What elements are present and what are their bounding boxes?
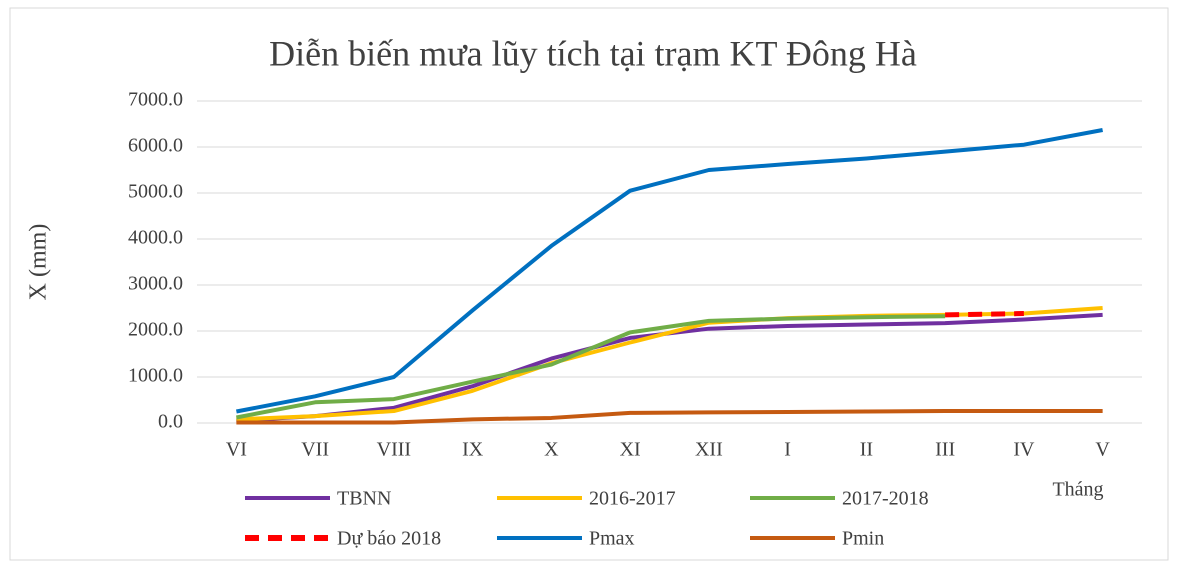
y-tick-label: 6000.0 (128, 135, 183, 157)
y-tick-label: 7000.0 (128, 89, 183, 111)
x-tick-label: VI (226, 439, 247, 461)
chart-border (9, 7, 1169, 561)
y-tick-label: 3000.0 (128, 273, 183, 295)
chart-title: Diễn biến mưa lũy tích tại trạm KT Đông … (269, 33, 917, 73)
x-tick-label: V (1095, 439, 1110, 461)
series-line (235, 128, 1103, 414)
legend-label: Pmin (842, 528, 884, 550)
y-tick-label: 4000.0 (128, 227, 183, 249)
x-tick-label: II (860, 439, 873, 461)
x-tick-label: VII (301, 439, 329, 461)
x-tick-label: I (784, 439, 791, 461)
y-tick-label: 0.0 (158, 411, 183, 433)
x-axis-label: Tháng (1052, 479, 1103, 501)
series-line (235, 314, 946, 420)
y-axis-label: X (mm) (26, 224, 52, 301)
x-tick-label: VIII (377, 439, 411, 461)
legend-label: 2017-2018 (842, 488, 929, 510)
y-tick-label: 1000.0 (128, 365, 183, 387)
legend-label: Dự báo 2018 (337, 528, 441, 550)
series-line (236, 409, 1103, 425)
legend-label: TBNN (337, 488, 391, 510)
y-tick-label: 2000.0 (128, 319, 183, 341)
legend-label: Pmax (589, 528, 635, 550)
x-tick-label: III (935, 439, 955, 461)
y-tick-label: 5000.0 (128, 181, 183, 203)
x-tick-label: X (544, 439, 559, 461)
legend-label: 2016-2017 (589, 488, 676, 510)
x-tick-label: XI (620, 439, 641, 461)
x-tick-label: IX (462, 439, 484, 461)
x-tick-label: IV (1013, 439, 1035, 461)
series-line (945, 311, 1024, 318)
x-tick-label: XII (695, 439, 723, 461)
